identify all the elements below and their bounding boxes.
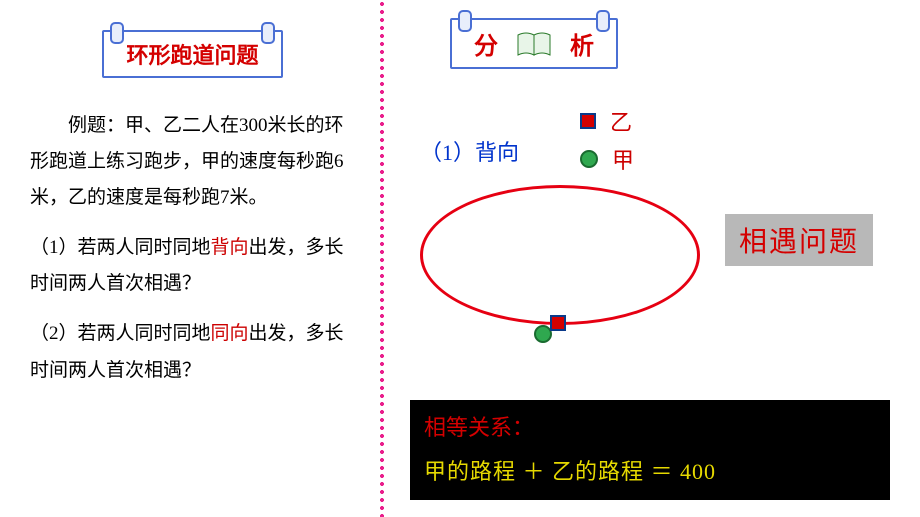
left-panel: 环形跑道问题 例题：甲、乙二人在300米长的环形跑道上练习跑步，甲的速度每秒跑6… bbox=[0, 0, 375, 517]
track-diagram bbox=[410, 175, 730, 345]
track-ellipse bbox=[420, 185, 700, 325]
legend-jia: 甲 bbox=[612, 143, 634, 175]
legend: 乙 甲 bbox=[580, 105, 634, 181]
vertical-divider bbox=[380, 0, 384, 517]
q1-part-a: （1）若两人同时同地 bbox=[30, 237, 211, 258]
q1-highlight: 背向 bbox=[211, 237, 249, 258]
scroll-banner: 分 析 bbox=[450, 18, 618, 69]
right-title-banner: 分 析 bbox=[450, 18, 618, 69]
legend-row-jia: 甲 bbox=[580, 143, 634, 175]
direction-label: （1）背向 bbox=[420, 135, 519, 167]
problem-text: 例题：甲、乙二人在300米长的环形跑道上练习跑步，甲的速度每秒跑6米，乙的速度是… bbox=[30, 108, 355, 389]
track-square-marker bbox=[550, 315, 566, 331]
square-marker-icon bbox=[580, 113, 596, 129]
right-title-r: 析 bbox=[570, 26, 594, 61]
right-panel: 分 析 乙 甲 （1）背向 相遇问 bbox=[390, 0, 920, 517]
relation-box: 相等关系： 甲的路程 ＋ 乙的路程 ＝ 400 bbox=[410, 400, 890, 500]
question-2: （2）若两人同时同地同向出发，多长时间两人首次相遇？ bbox=[30, 316, 355, 388]
circle-marker-icon bbox=[580, 150, 598, 168]
scroll-banner: 环形跑道问题 bbox=[102, 30, 282, 78]
legend-row-yi: 乙 bbox=[580, 105, 634, 137]
book-icon bbox=[516, 31, 552, 57]
problem-intro: 例题：甲、乙二人在300米长的环形跑道上练习跑步，甲的速度每秒跑6米，乙的速度是… bbox=[30, 108, 355, 216]
q2-part-a: （2）若两人同时同地 bbox=[30, 323, 211, 344]
q2-highlight: 同向 bbox=[211, 323, 249, 344]
legend-yi: 乙 bbox=[610, 105, 632, 137]
right-title-l: 分 bbox=[474, 26, 498, 61]
left-title: 环形跑道问题 bbox=[126, 43, 258, 68]
relation-formula: 甲的路程 ＋ 乙的路程 ＝ 400 bbox=[424, 454, 876, 486]
left-title-banner: 环形跑道问题 bbox=[30, 30, 355, 78]
meet-label: 相遇问题 bbox=[725, 214, 873, 266]
question-1: （1）若两人同时同地背向出发，多长时间两人首次相遇？ bbox=[30, 230, 355, 302]
relation-title: 相等关系： bbox=[424, 410, 876, 442]
